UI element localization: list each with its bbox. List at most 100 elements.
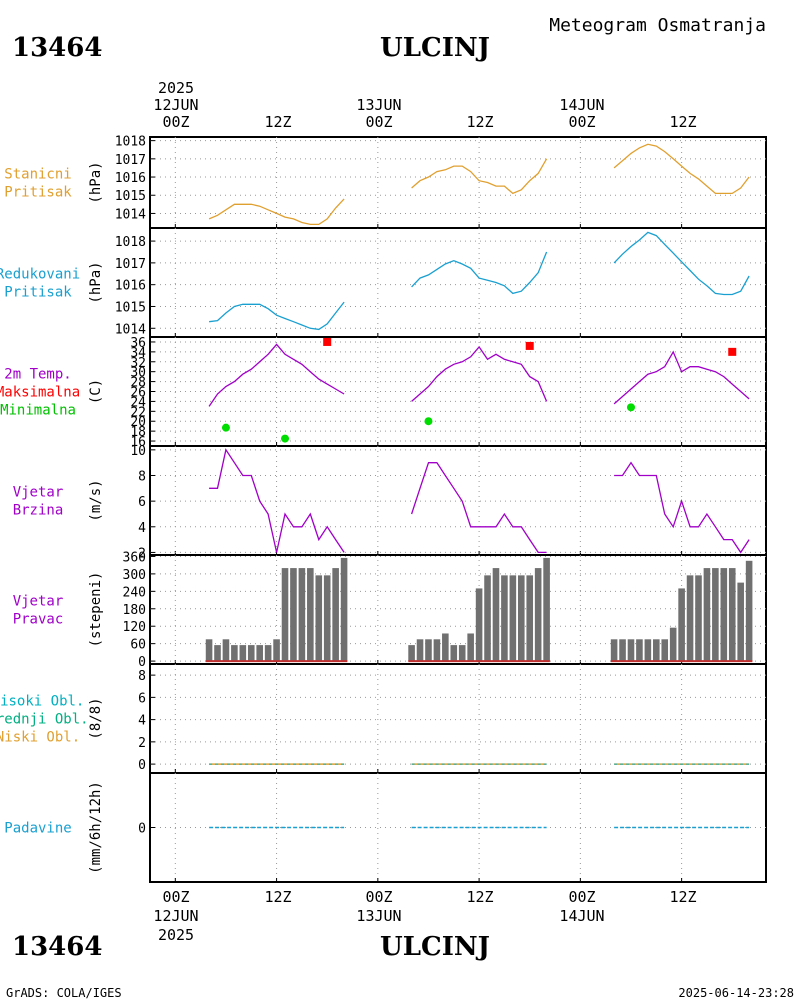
y-tick-label: 2 xyxy=(138,546,146,561)
panel-station_pressure: 1014 1015 1016 1017 1018 (hPa) Stanicni Pritisa… xyxy=(4,135,767,229)
station_pressure-line xyxy=(208,198,345,226)
panel-label: Padavine xyxy=(4,821,71,837)
y-tick-label: 300 xyxy=(123,568,146,583)
y-tick-label: 120 xyxy=(123,620,146,635)
tick-label-top-3: 00Z xyxy=(365,113,392,131)
panel-label: Vjetar xyxy=(13,594,64,610)
wind-direction-bar xyxy=(610,639,618,662)
panel-label: Pravac xyxy=(13,612,64,628)
wind-direction-bar xyxy=(686,575,694,662)
tmin-marker xyxy=(424,417,433,426)
wind-direction-bar xyxy=(214,645,221,662)
y-tick-label: 22 xyxy=(130,405,146,420)
y-tick-label: 32 xyxy=(130,356,146,371)
generation-timestamp: 2025-06-14-23:28 xyxy=(678,986,794,1000)
date-label-bottom-1: 12JUN xyxy=(153,907,198,925)
wind-direction-bar xyxy=(340,557,348,662)
wind-direction-bar xyxy=(475,588,483,662)
wind-direction-bar xyxy=(264,645,272,662)
panel-label: 2m Temp. xyxy=(4,367,71,383)
y-tick-label: 1014 xyxy=(115,322,146,337)
wind-direction-bar xyxy=(619,639,626,662)
panel-wind_direction: 0 60 120 180 240 300 360 (stepeni) Vjetar Pravac xyxy=(13,550,767,670)
y-tick-label: 18 xyxy=(130,425,146,440)
panel-frame xyxy=(149,445,767,556)
wind-direction-bar xyxy=(703,568,711,662)
temperature-line xyxy=(613,350,750,405)
date-label-top-3: 14JUN xyxy=(559,96,604,114)
temperature-line xyxy=(411,345,548,402)
tick-label-bottom-2: 12Z xyxy=(264,888,291,906)
y-tick-label: 34 xyxy=(130,346,146,361)
wind-direction-bar xyxy=(728,568,736,662)
wind_speed-line xyxy=(614,461,750,554)
wind-direction-bar xyxy=(425,639,432,662)
wind-direction-bar xyxy=(745,560,753,662)
panel-wind_speed: 2 4 6 8 10 (m/s) Vjetar Brzina xyxy=(13,444,767,561)
tick-label-top-5: 00Z xyxy=(568,113,595,131)
panels-group: 10141015101610171018(hPa)StanicniPritisa… xyxy=(0,135,767,883)
tmin-marker xyxy=(626,403,635,412)
wind-direction-bar xyxy=(247,645,255,662)
y-tick-label: 1015 xyxy=(115,189,146,204)
wind-direction-bar xyxy=(636,639,643,662)
y-tick-label: 8 xyxy=(138,669,146,684)
wind-direction-bar xyxy=(526,575,534,662)
panel-label: Pritisak xyxy=(4,185,72,201)
y-tick-label: 6 xyxy=(138,495,146,510)
y-tick-label: 8 xyxy=(138,469,146,484)
y-tick-label: 1014 xyxy=(115,207,146,222)
meteogram-subtitle: Meteogram Osmatranja xyxy=(549,15,766,36)
wind-direction-bar xyxy=(661,639,669,662)
wind-direction-bar xyxy=(501,575,508,662)
y-tick-label: 360 xyxy=(123,550,146,565)
y-axis-label: (m/s) xyxy=(88,479,104,521)
y-tick-label: 1018 xyxy=(115,135,146,150)
wind-direction-bar xyxy=(712,568,719,662)
station_pressure-line xyxy=(613,143,750,195)
wind-direction-bar xyxy=(644,639,652,662)
wind-direction-bar xyxy=(517,575,525,662)
y-axis-label: (stepeni) xyxy=(88,572,104,648)
year-label-bottom: 2025 xyxy=(158,926,194,944)
wind_speed-line xyxy=(209,448,345,553)
panel-label: Srednji Obl. xyxy=(0,712,89,728)
y-tick-label: 26 xyxy=(130,386,146,401)
wind-direction-bar xyxy=(737,582,744,662)
y-tick-label: 1016 xyxy=(115,171,146,186)
tick-label-top-4: 12Z xyxy=(466,113,493,131)
tick-label-bottom-6: 12Z xyxy=(669,888,696,906)
reduced_pressure-line xyxy=(411,251,548,295)
y-tick-label: 20 xyxy=(130,415,146,430)
wind-direction-bar xyxy=(281,568,289,662)
wind-direction-bar xyxy=(231,645,238,662)
tick-label-top-1: 00Z xyxy=(162,113,189,131)
y-axis-label: (hPa) xyxy=(88,161,104,203)
wind-direction-bar xyxy=(720,568,728,662)
station-name-bottom: ULCINJ xyxy=(380,932,490,962)
tick-label-top-6: 12Z xyxy=(669,113,696,131)
wind-direction-bar xyxy=(433,639,441,662)
y-tick-label: 6 xyxy=(138,691,146,706)
y-tick-label: 24 xyxy=(130,395,146,410)
wind-direction-bar xyxy=(467,633,474,662)
y-tick-label: 1016 xyxy=(115,279,146,294)
wind-direction-bar xyxy=(315,575,323,662)
wind-direction-bar xyxy=(627,639,635,662)
wind-direction-bar xyxy=(669,627,677,662)
wind_speed-line xyxy=(410,462,547,554)
tmin-marker xyxy=(281,434,290,443)
wind-direction-bar xyxy=(492,568,500,662)
reduced_pressure-line xyxy=(613,231,750,296)
tmax-marker xyxy=(728,347,737,356)
year-label-top: 2025 xyxy=(158,79,194,97)
wind-direction-bar xyxy=(534,568,542,662)
station-name-top: ULCINJ xyxy=(380,33,490,63)
station_pressure-line xyxy=(411,158,548,195)
wind-direction-bar xyxy=(543,557,550,662)
panel-cloud_cover: 0 2 4 6 8 (8/8)Visoki Obl. Srednji Obl. Niski O… xyxy=(0,663,767,774)
y-tick-label: 4 xyxy=(138,521,146,536)
panel-frame xyxy=(149,663,767,774)
